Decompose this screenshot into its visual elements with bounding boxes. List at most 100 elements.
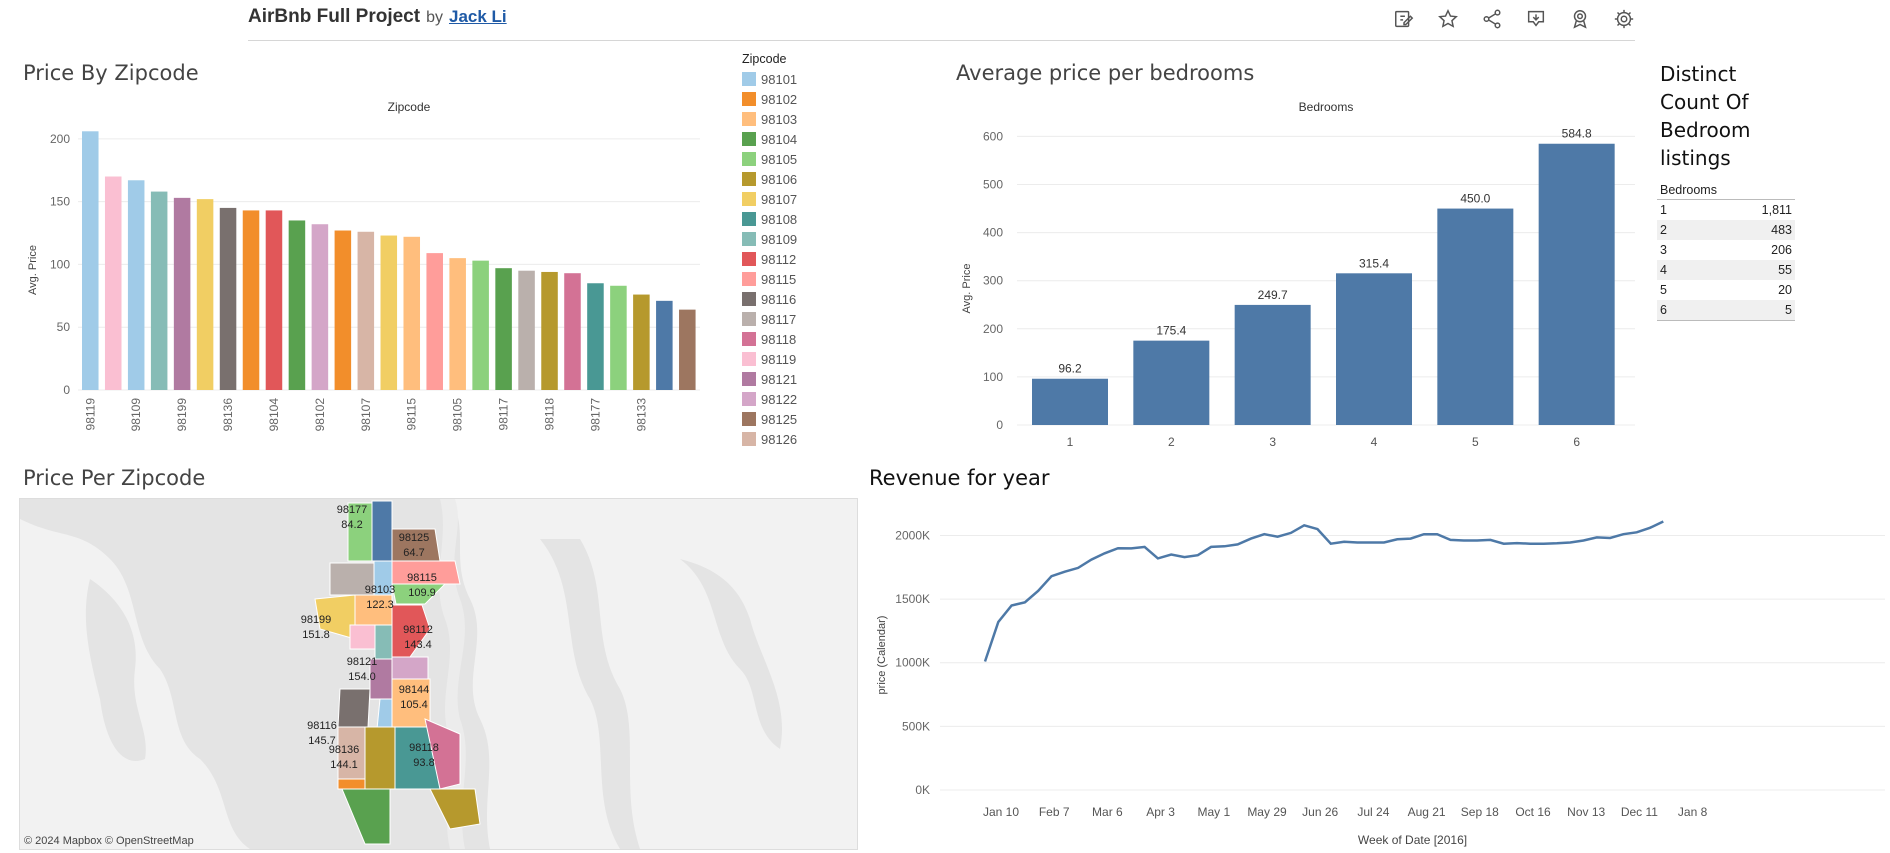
price-by-zip-title: Price By Zipcode <box>23 61 199 85</box>
legend-item[interactable]: 98104 <box>742 129 812 149</box>
legend-swatch <box>742 272 756 286</box>
legend-item[interactable]: 98115 <box>742 269 812 289</box>
legend-item[interactable]: 98103 <box>742 109 812 129</box>
map-value-label: 151.8 <box>302 629 330 641</box>
revenue-chart[interactable]: 0K 500K 1000K 1500K 2000K price (Calendar) Jan… <box>865 505 1890 850</box>
lake-far-east <box>680 559 783 749</box>
legend-label: 98126 <box>761 431 798 447</box>
legend-swatch <box>742 152 756 166</box>
badge-icon[interactable] <box>1566 6 1594 32</box>
zipcode-legend: Zipcode 98101 98102 98103 98104 98105 98106 98… <box>742 52 812 449</box>
zip-bar <box>587 283 604 390</box>
legend-item[interactable]: 98126 <box>742 429 812 449</box>
table-row[interactable]: 4 55 <box>1657 260 1795 280</box>
rev-x-tick: Oct 16 <box>1515 805 1551 819</box>
legend-label: 98106 <box>761 171 798 187</box>
bed-x-tick: 5 <box>1472 435 1479 449</box>
zip-bar <box>656 300 673 390</box>
legend-item[interactable]: 98105 <box>742 149 812 169</box>
distinct-count-table: Bedrooms 1 1,811 2 483 3 206 4 55 5 20 6 5 <box>1657 183 1795 321</box>
avg-price-bedrooms-chart[interactable]: Bedrooms 0 100 200 300 400 500 600 Avg. Price 96.… <box>955 92 1645 460</box>
legend-title: Zipcode <box>742 52 787 66</box>
bed-x-tick: 4 <box>1371 435 1378 449</box>
star-icon[interactable] <box>1434 6 1462 32</box>
bed-y-tick: 400 <box>983 226 1003 240</box>
legend-label: 98117 <box>761 311 797 327</box>
map-zip-label: 98125 <box>399 532 430 544</box>
legend-item[interactable]: 98108 <box>742 209 812 229</box>
legend-item[interactable]: 98119 <box>742 349 812 369</box>
download-icon[interactable] <box>1522 6 1550 32</box>
zip-bar <box>541 271 558 390</box>
zip-bar <box>104 176 122 390</box>
map-value-label: 145.7 <box>308 735 336 747</box>
rev-x-tick: Feb 7 <box>1039 805 1070 819</box>
legend-swatch <box>742 412 756 426</box>
map-value-label: 64.7 <box>403 547 424 559</box>
legend-item[interactable]: 98117 <box>742 309 812 329</box>
rev-series-line <box>983 520 1664 662</box>
legend-item[interactable]: 98118 <box>742 329 812 349</box>
legend-label: 98102 <box>761 91 798 107</box>
distinct-count-title-line: Bedroom <box>1660 118 1751 142</box>
count-table-header: Bedrooms <box>1657 183 1795 200</box>
water-bay <box>85 579 146 761</box>
bed-bar-label: 96.2 <box>1058 362 1082 376</box>
zip-x-tick: 98102 <box>313 398 327 432</box>
legend-item[interactable]: 98112 <box>742 249 812 269</box>
dashboard-header: AirBnb Full Project by Jack Li <box>248 6 507 34</box>
legend-item[interactable]: 98125 <box>742 409 812 429</box>
bed-bar-label: 584.8 <box>1562 127 1592 141</box>
table-cell-count: 206 <box>1771 243 1792 257</box>
zip-bar <box>380 235 398 390</box>
zip-bar <box>150 191 168 390</box>
table-row[interactable]: 1 1,811 <box>1657 200 1795 220</box>
rev-x-tick: Dec 11 <box>1621 805 1658 819</box>
bed-y-tick: 0 <box>996 418 1003 432</box>
zip-bar <box>288 220 306 390</box>
bed-x-tick: 3 <box>1269 435 1276 449</box>
table-cell-bedrooms: 4 <box>1660 263 1667 277</box>
legend-swatch <box>742 232 756 246</box>
zip-bar <box>219 207 237 390</box>
share-icon[interactable] <box>1478 6 1506 32</box>
map-value-label: 84.2 <box>341 519 362 531</box>
price-per-zip-map[interactable]: 98177 84.2 98125 64.7 98115 109.9 98103 122.3 98… <box>19 498 858 850</box>
rev-x-tick: Jun 26 <box>1302 805 1338 819</box>
legend-label: 98115 <box>761 271 797 287</box>
bed-header-label: Bedrooms <box>1299 100 1354 114</box>
legend-item[interactable]: 98122 <box>742 389 812 409</box>
zip-x-tick: 98104 <box>267 398 281 432</box>
rev-x-axis-label: Week of Date [2016] <box>1358 833 1467 847</box>
zip-x-tick: 98136 <box>221 398 235 432</box>
legend-item[interactable]: 98109 <box>742 229 812 249</box>
gear-icon[interactable] <box>1610 6 1638 32</box>
edit-icon[interactable] <box>1390 6 1418 32</box>
dashboard-title: AirBnb Full Project <box>248 6 421 27</box>
legend-item[interactable]: 98101 <box>742 69 812 89</box>
table-row[interactable]: 2 483 <box>1657 220 1795 240</box>
zip-bar <box>196 199 214 390</box>
price-by-zip-chart[interactable]: Zipcode 0 50 100 150 200 Avg. Price 98119 98109 9… <box>20 92 740 462</box>
legend-item[interactable]: 98107 <box>742 189 812 209</box>
zip-x-tick: 98109 <box>129 398 143 432</box>
map-canvas[interactable]: 98177 84.2 98125 64.7 98115 109.9 98103 122.3 98… <box>20 499 857 849</box>
author-link[interactable]: Jack Li <box>448 7 507 26</box>
legend-item[interactable]: 98102 <box>742 89 812 109</box>
legend-item[interactable]: 98116 <box>742 289 812 309</box>
legend-item[interactable]: 98106 <box>742 169 812 189</box>
map-value-label: 105.4 <box>400 699 428 711</box>
legend-label: 98105 <box>761 151 798 167</box>
bed-x-tick: 2 <box>1168 435 1175 449</box>
legend-swatch <box>742 172 756 186</box>
rev-x-tick: Sep 18 <box>1461 805 1499 819</box>
zip-x-tick: 98119 <box>83 398 97 431</box>
distinct-count-title-line: listings <box>1660 146 1731 170</box>
zip-bar <box>495 268 512 390</box>
table-row[interactable]: 5 20 <box>1657 280 1795 300</box>
zip-y-tick: 150 <box>50 195 70 209</box>
legend-item[interactable]: 98121 <box>742 369 812 389</box>
table-row[interactable]: 3 206 <box>1657 240 1795 260</box>
map-zip-label: 98136 <box>329 744 360 756</box>
